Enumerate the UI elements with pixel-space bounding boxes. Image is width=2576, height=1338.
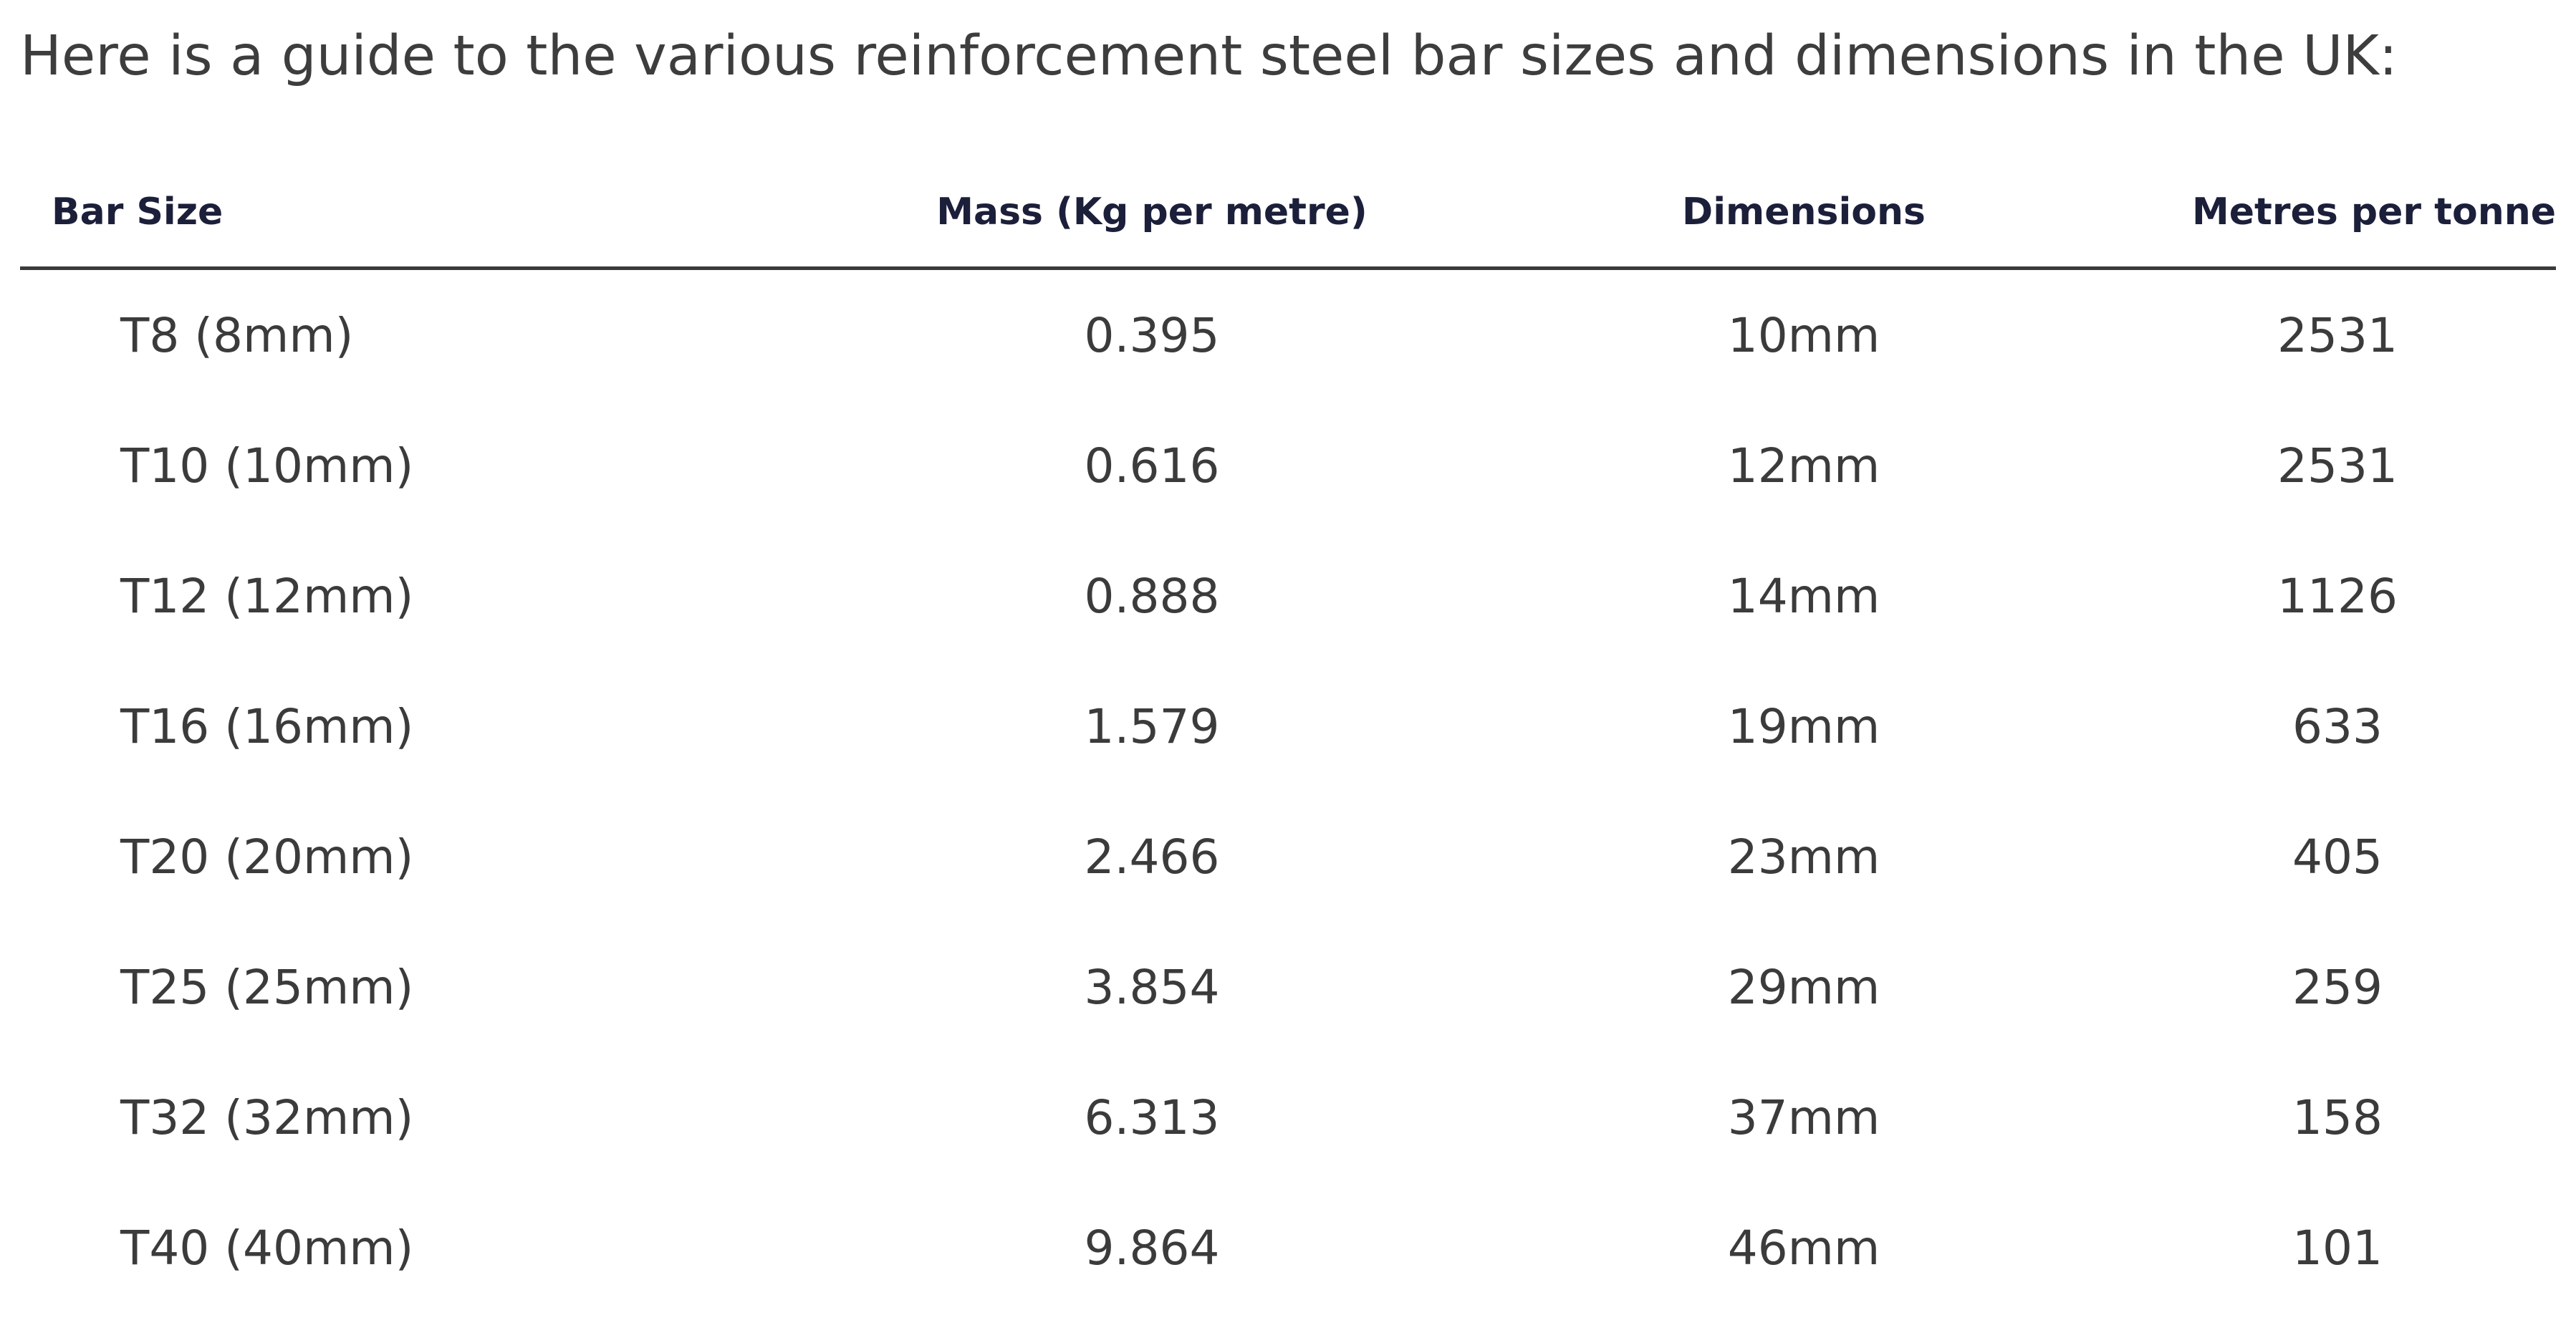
- header-row: Bar Size Mass (Kg per metre) Dimensions …: [20, 158, 2556, 270]
- header-mass: Mass (Kg per metre): [794, 158, 1510, 270]
- cell-mass: 0.395: [1084, 307, 1220, 363]
- cell-dimensions: 29mm: [1727, 959, 1880, 1015]
- header-metres-per-tonne: Metres per tonne: [2097, 158, 2556, 270]
- rebar-size-table: Bar Size Mass (Kg per metre) Dimensions …: [20, 158, 2556, 1313]
- table-row: T8 (8mm) 0.395 10mm 2531: [20, 269, 2556, 401]
- cell-metres-per-tonne: 2531: [2277, 307, 2398, 363]
- cell-bar-size: T32 (32mm): [120, 1089, 414, 1145]
- cell-mass: 2.466: [1084, 829, 1220, 885]
- table-row: T40 (40mm) 9.864 46mm 101: [20, 1183, 2556, 1313]
- cell-dimensions: 37mm: [1727, 1089, 1880, 1145]
- table-row: T20 (20mm) 2.466 23mm 405: [20, 791, 2556, 922]
- cell-bar-size: T25 (25mm): [120, 959, 414, 1015]
- cell-metres-per-tonne: 633: [2292, 698, 2383, 754]
- cell-mass: 0.616: [1084, 438, 1220, 494]
- cell-bar-size: T16 (16mm): [120, 698, 414, 754]
- table-row: T10 (10mm) 0.616 12mm 2531: [20, 400, 2556, 531]
- cell-metres-per-tonne: 158: [2292, 1089, 2383, 1145]
- cell-metres-per-tonne: 405: [2292, 829, 2383, 885]
- cell-mass: 0.888: [1084, 568, 1220, 624]
- cell-dimensions: 14mm: [1727, 568, 1880, 624]
- intro-paragraph: Here is a guide to the various reinforce…: [20, 24, 2398, 88]
- cell-mass: 1.579: [1084, 698, 1220, 754]
- cell-bar-size: T8 (8mm): [120, 307, 354, 363]
- table-row: T12 (12mm) 0.888 14mm 1126: [20, 531, 2556, 661]
- cell-bar-size: T40 (40mm): [120, 1220, 414, 1276]
- cell-mass: 9.864: [1084, 1220, 1220, 1276]
- cell-bar-size: T20 (20mm): [120, 829, 414, 885]
- cell-dimensions: 19mm: [1727, 698, 1880, 754]
- cell-metres-per-tonne: 1126: [2277, 568, 2398, 624]
- header-bar-size: Bar Size: [20, 158, 794, 270]
- table-row: T16 (16mm) 1.579 19mm 633: [20, 661, 2556, 791]
- cell-dimensions: 10mm: [1727, 307, 1880, 363]
- table-header: Bar Size Mass (Kg per metre) Dimensions …: [20, 158, 2556, 270]
- cell-metres-per-tonne: 101: [2292, 1220, 2383, 1276]
- cell-dimensions: 12mm: [1727, 438, 1880, 494]
- cell-mass: 3.854: [1084, 959, 1220, 1015]
- cell-dimensions: 46mm: [1727, 1220, 1880, 1276]
- cell-bar-size: T10 (10mm): [120, 438, 414, 494]
- cell-metres-per-tonne: 2531: [2277, 438, 2398, 494]
- header-dimensions: Dimensions: [1510, 158, 2097, 270]
- table-body: T8 (8mm) 0.395 10mm 2531 T10 (10mm) 0.61…: [20, 269, 2556, 1314]
- table-row: T25 (25mm) 3.854 29mm 259: [20, 922, 2556, 1052]
- cell-bar-size: T12 (12mm): [120, 568, 414, 624]
- cell-mass: 6.313: [1084, 1089, 1220, 1145]
- table-row: T32 (32mm) 6.313 37mm 158: [20, 1052, 2556, 1183]
- cell-dimensions: 23mm: [1727, 829, 1880, 885]
- cell-metres-per-tonne: 259: [2292, 959, 2383, 1015]
